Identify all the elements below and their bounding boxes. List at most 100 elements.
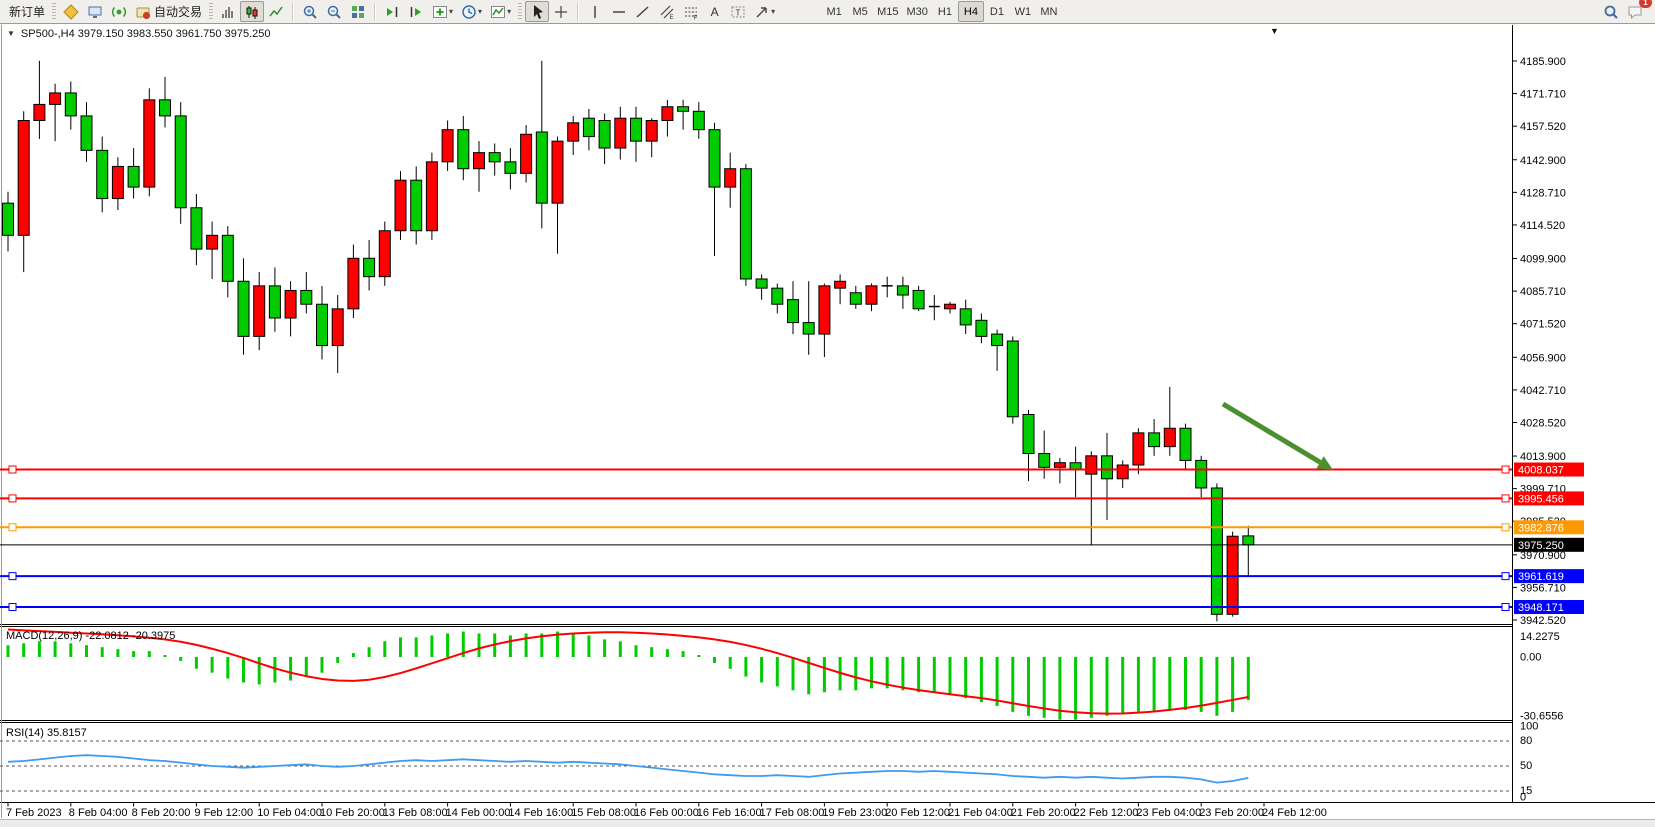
market-watch-button[interactable] xyxy=(59,1,83,22)
navigator-button[interactable] xyxy=(83,1,107,22)
indicators-button[interactable]: ▾ xyxy=(428,1,457,22)
autotrading-label: 自动交易 xyxy=(154,5,203,19)
timeframe-d1-button[interactable]: D1 xyxy=(984,1,1010,22)
text-tool-button[interactable]: A xyxy=(703,1,726,22)
rsi-line xyxy=(7,754,1249,784)
toolbar-separator xyxy=(374,2,377,21)
text-label-tool-button[interactable]: T xyxy=(726,1,750,22)
arrow-shapes-icon xyxy=(754,4,770,20)
svg-text:21 Feb 04:00: 21 Feb 04:00 xyxy=(948,807,1013,819)
annotation-arrow[interactable] xyxy=(1221,401,1333,470)
horizontal-line-tool-button[interactable] xyxy=(607,1,631,22)
svg-text:F: F xyxy=(694,15,698,20)
candlestick-icon xyxy=(244,4,260,20)
templates-button[interactable]: ▾ xyxy=(486,1,515,22)
notifications-button[interactable]: 1 xyxy=(1623,0,1652,22)
toolbar-separator xyxy=(292,2,295,21)
svg-text:80: 80 xyxy=(1520,735,1532,747)
zoom-in-button[interactable] xyxy=(298,1,322,22)
timeframe-m15-button[interactable]: M15 xyxy=(873,1,902,22)
bar-chart-mode-button[interactable] xyxy=(216,1,240,22)
trendline-icon xyxy=(635,4,651,20)
autotrading-button[interactable]: 自动交易 xyxy=(131,1,206,22)
chart-menu-marker-icon[interactable]: ▼ xyxy=(1270,26,1279,36)
periods-button[interactable]: ▾ xyxy=(457,1,486,22)
horizontal-line-objects[interactable]: 4008.037 3995.456 3982.876 3975.250 3961.619… xyxy=(0,462,1584,615)
price-tag xyxy=(1514,600,1584,615)
svg-text:23 Feb 20:00: 23 Feb 20:00 xyxy=(1199,807,1264,819)
timeframe-mn-button[interactable]: MN xyxy=(1036,1,1062,22)
chat-bubble-icon xyxy=(1627,4,1643,20)
channel-tool-button[interactable]: E xyxy=(655,1,679,22)
svg-text:23 Feb 04:00: 23 Feb 04:00 xyxy=(1136,807,1201,819)
signals-button[interactable] xyxy=(107,1,131,22)
svg-text:4008.037: 4008.037 xyxy=(1518,465,1564,477)
svg-text:4056.900: 4056.900 xyxy=(1520,352,1566,364)
crosshair-icon xyxy=(553,4,569,20)
chart-title: SP500-,H4 3979.150 3983.550 3961.750 397… xyxy=(20,27,271,40)
svg-text:13 Feb 08:00: 13 Feb 08:00 xyxy=(383,807,448,819)
status-strip xyxy=(0,819,1655,827)
chart-collapse-icon[interactable]: ▼ xyxy=(7,29,15,38)
search-icon xyxy=(1603,4,1619,20)
new-order-button[interactable]: 新订单 xyxy=(2,1,49,22)
time-axis[interactable]: 7 Feb 2023 8 Feb 04:00 8 Feb 20:00 9 Feb 12… xyxy=(6,802,1327,820)
svg-text:4028.520: 4028.520 xyxy=(1520,417,1566,429)
auto-scroll-icon xyxy=(384,4,400,20)
toolbar-grip xyxy=(518,2,523,21)
svg-text:0.00: 0.00 xyxy=(1520,652,1541,664)
svg-text:3982.876: 3982.876 xyxy=(1518,522,1564,534)
svg-text:21 Feb 20:00: 21 Feb 20:00 xyxy=(1011,807,1076,819)
cursor-icon xyxy=(529,4,545,20)
arrows-tool-button[interactable]: ▾ xyxy=(750,1,779,22)
candlesticks xyxy=(2,60,1255,622)
timeframe-m5-button[interactable]: M5 xyxy=(847,1,873,22)
timeframe-m30-button[interactable]: M30 xyxy=(903,1,932,22)
svg-text:4185.900: 4185.900 xyxy=(1520,56,1566,68)
line-handle xyxy=(8,465,17,474)
navigator-icon xyxy=(87,4,103,20)
svg-text:24 Feb 12:00: 24 Feb 12:00 xyxy=(1262,807,1327,819)
text-tool-label: A xyxy=(710,4,719,19)
svg-text:4085.710: 4085.710 xyxy=(1520,286,1566,298)
new-order-label: 新订单 xyxy=(9,5,46,19)
svg-text:3961.619: 3961.619 xyxy=(1518,571,1564,583)
svg-text:RSI(14) 35.8157: RSI(14) 35.8157 xyxy=(6,727,87,739)
zoom-out-button[interactable] xyxy=(322,1,346,22)
line-handle xyxy=(8,494,17,503)
svg-text:MACD(12,26,9) -22.0812 -20.397: MACD(12,26,9) -22.0812 -20.3975 xyxy=(6,630,175,642)
candlestick-mode-button[interactable] xyxy=(240,1,265,22)
cursor-tool-button[interactable] xyxy=(525,1,550,22)
search-button[interactable] xyxy=(1599,1,1623,22)
line-handle xyxy=(8,603,17,612)
svg-text:4099.900: 4099.900 xyxy=(1520,254,1566,266)
price-axis[interactable]: 4185.900 4171.710 4157.520 4142.900 4128.710… xyxy=(1512,56,1566,804)
trendline-tool-button[interactable] xyxy=(631,1,655,22)
fibonacci-tool-button[interactable]: F xyxy=(679,1,703,22)
tile-windows-button[interactable] xyxy=(346,1,370,22)
svg-text:-30.6556: -30.6556 xyxy=(1520,711,1563,723)
timeframe-m1-button[interactable]: M1 xyxy=(821,1,847,22)
price-tag xyxy=(1514,491,1584,506)
svg-text:4013.900: 4013.900 xyxy=(1520,451,1566,463)
chart-shift-button[interactable] xyxy=(404,1,428,22)
svg-text:14 Feb 00:00: 14 Feb 00:00 xyxy=(446,807,511,819)
line-handle xyxy=(1501,523,1510,532)
market-watch-icon xyxy=(63,3,79,20)
crosshair-tool-button[interactable] xyxy=(549,1,573,22)
svg-text:22 Feb 12:00: 22 Feb 12:00 xyxy=(1074,807,1139,819)
line-chart-mode-button[interactable] xyxy=(264,1,288,22)
line-handle xyxy=(1501,494,1510,503)
svg-text:0: 0 xyxy=(1520,792,1526,804)
svg-text:7 Feb 2023: 7 Feb 2023 xyxy=(6,807,62,819)
svg-text:19 Feb 23:00: 19 Feb 23:00 xyxy=(822,807,887,819)
dropdown-caret-icon: ▾ xyxy=(449,7,454,16)
signals-icon xyxy=(111,4,127,20)
svg-text:9 Feb 12:00: 9 Feb 12:00 xyxy=(194,807,253,819)
vertical-line-tool-button[interactable] xyxy=(583,1,607,22)
timeframe-h1-button[interactable]: H1 xyxy=(932,1,958,22)
auto-scroll-button[interactable] xyxy=(380,1,404,22)
timeframe-w1-button[interactable]: W1 xyxy=(1010,1,1036,22)
autotrading-icon xyxy=(135,4,151,20)
timeframe-h4-button[interactable]: H4 xyxy=(957,1,984,22)
